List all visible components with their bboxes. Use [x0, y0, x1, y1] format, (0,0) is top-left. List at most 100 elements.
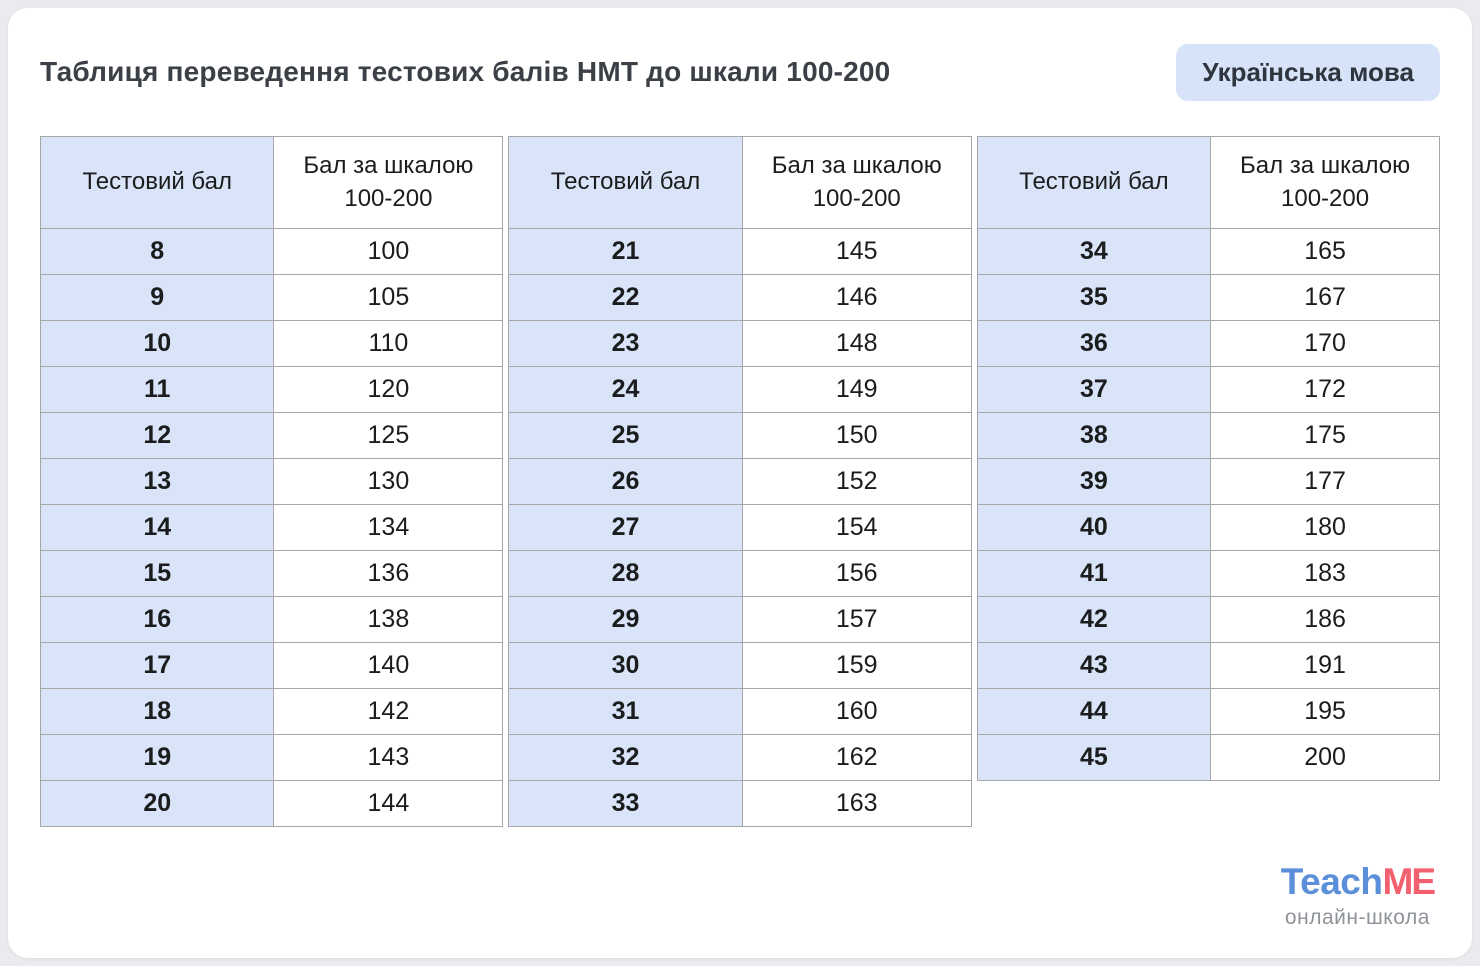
test-score-cell: 25 [508, 412, 743, 459]
test-score-cell: 42 [976, 596, 1212, 643]
scale-header-line1: Бал за шкалою [771, 152, 942, 180]
scale-score-cell: 157 [741, 596, 972, 643]
scale-score-cell: 125 [273, 412, 504, 459]
scale-header-line2: 100-200 [344, 184, 433, 212]
table-row: 30 159 [508, 642, 972, 689]
table-row: 32 162 [508, 734, 972, 781]
test-score-cell: 40 [976, 504, 1212, 551]
table-row: 43 191 [976, 642, 1440, 689]
table-row: 21 145 [508, 228, 972, 275]
scale-header-line1: Бал за шкалою [303, 152, 474, 180]
test-score-header: Тестовий бал [508, 136, 743, 229]
test-score-cell: 45 [976, 734, 1212, 781]
scale-score-cell: 172 [1210, 366, 1440, 413]
table-row: 25 150 [508, 412, 972, 459]
test-score-cell: 26 [508, 458, 743, 505]
scale-score-cell: 144 [273, 780, 504, 827]
scale-score-cell: 163 [741, 780, 972, 827]
scale-score-cell: 186 [1210, 596, 1440, 643]
scale-header-line1: Бал за шкалою [1240, 152, 1411, 180]
table-row: 12 125 [39, 412, 504, 459]
scale-score-cell: 140 [273, 642, 504, 689]
table-row: 34 165 [976, 228, 1440, 275]
test-score-cell: 31 [508, 688, 743, 735]
test-score-header: Тестовий бал [39, 136, 275, 229]
test-score-cell: 10 [39, 320, 275, 367]
test-score-cell: 41 [976, 550, 1212, 597]
test-score-cell: 11 [39, 366, 275, 413]
scale-score-cell: 167 [1210, 274, 1440, 321]
scale-score-cell: 162 [741, 734, 972, 781]
conversion-table-2: Тестовий бал Бал за шкалою 100-200 21 145… [508, 136, 972, 827]
scale-score-cell: 191 [1210, 642, 1440, 689]
test-score-cell: 15 [39, 550, 275, 597]
table-row: 17 140 [39, 642, 504, 689]
table-row: 26 152 [508, 458, 972, 505]
table-row: 8 100 [39, 228, 504, 275]
test-score-cell: 13 [39, 458, 275, 505]
table-row: 23 148 [508, 320, 972, 367]
test-score-cell: 27 [508, 504, 743, 551]
scale-score-cell: 183 [1210, 550, 1440, 597]
scale-score-cell: 136 [273, 550, 504, 597]
teachme-logo: TeachME онлайн-школа [1281, 863, 1436, 930]
table-row: 9 105 [39, 274, 504, 321]
table-row: 29 157 [508, 596, 972, 643]
logo-subtitle: онлайн-школа [1284, 906, 1430, 929]
scale-score-cell: 146 [741, 274, 972, 321]
table-row: 22 146 [508, 274, 972, 321]
scale-score-cell: 138 [273, 596, 504, 643]
scale-score-cell: 134 [273, 504, 504, 551]
scale-score-cell: 145 [741, 228, 972, 275]
table-row: 28 156 [508, 550, 972, 597]
test-score-cell: 24 [508, 366, 743, 413]
table-row: 18 142 [39, 688, 504, 735]
table-row: 35 167 [976, 274, 1440, 321]
scale-score-cell: 148 [741, 320, 972, 367]
test-score-cell: 32 [508, 734, 743, 781]
test-score-cell: 8 [39, 228, 275, 275]
table-row: 38 175 [976, 412, 1440, 459]
table-row: 27 154 [508, 504, 972, 551]
scale-score-cell: 150 [741, 412, 972, 459]
table-header-row: Тестовий бал Бал за шкалою 100-200 [508, 136, 972, 229]
test-score-cell: 21 [508, 228, 743, 275]
test-score-cell: 34 [976, 228, 1212, 275]
table-header-row: Тестовий бал Бал за шкалою 100-200 [976, 136, 1440, 229]
scale-score-cell: 130 [273, 458, 504, 505]
test-score-cell: 35 [976, 274, 1212, 321]
test-score-cell: 22 [508, 274, 743, 321]
test-score-header: Тестовий бал [976, 136, 1212, 229]
table-row: 40 180 [976, 504, 1440, 551]
scale-header-line2: 100-200 [812, 184, 901, 212]
table-row: 33 163 [508, 780, 972, 827]
scale-score-cell: 159 [741, 642, 972, 689]
table-row: 41 183 [976, 550, 1440, 597]
scale-score-header: Бал за шкалою 100-200 [741, 136, 972, 229]
table-row: 45 200 [976, 734, 1440, 781]
scale-score-cell: 195 [1210, 688, 1440, 735]
table-header-row: Тестовий бал Бал за шкалою 100-200 [39, 136, 504, 229]
test-score-cell: 29 [508, 596, 743, 643]
content-card: Таблиця переведення тестових балів НМТ д… [8, 8, 1472, 958]
test-score-cell: 30 [508, 642, 743, 689]
scale-score-cell: 154 [741, 504, 972, 551]
test-score-cell: 36 [976, 320, 1212, 367]
conversion-table-1: Тестовий бал Бал за шкалою 100-200 8 100 9… [39, 136, 504, 827]
table-row: 11 120 [39, 366, 504, 413]
table-row: 39 177 [976, 458, 1440, 505]
table-row: 15 136 [39, 550, 504, 597]
subject-badge: Українська мова [1176, 43, 1440, 101]
table-row: 10 110 [39, 320, 504, 367]
test-score-cell: 44 [976, 688, 1212, 735]
scale-header-line2: 100-200 [1281, 184, 1370, 212]
scale-score-cell: 170 [1210, 320, 1440, 367]
scale-score-cell: 165 [1210, 228, 1440, 275]
table-row: 24 149 [508, 366, 972, 413]
scale-score-cell: 105 [273, 274, 504, 321]
table-row: 31 160 [508, 688, 972, 735]
table-row: 37 172 [976, 366, 1440, 413]
table-row: 42 186 [976, 596, 1440, 643]
table-row: 19 143 [39, 734, 504, 781]
test-score-cell: 18 [39, 688, 275, 735]
